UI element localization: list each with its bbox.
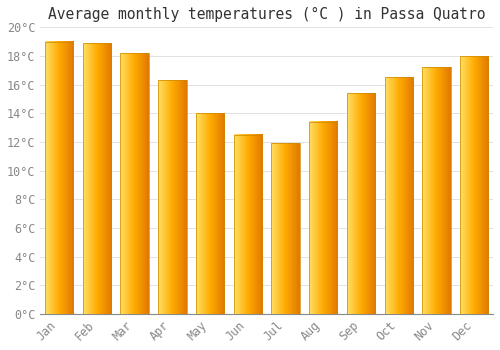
Bar bbox=[120, 53, 149, 314]
Bar bbox=[309, 122, 338, 314]
Bar bbox=[460, 56, 488, 314]
Bar bbox=[272, 144, 299, 314]
Bar bbox=[234, 135, 262, 314]
Bar bbox=[196, 113, 224, 314]
Bar bbox=[384, 77, 413, 314]
Bar bbox=[83, 43, 111, 314]
Bar bbox=[347, 93, 375, 314]
Bar bbox=[422, 68, 450, 314]
Title: Average monthly temperatures (°C ) in Passa Quatro: Average monthly temperatures (°C ) in Pa… bbox=[48, 7, 486, 22]
Bar bbox=[158, 80, 186, 314]
Bar bbox=[45, 42, 74, 314]
